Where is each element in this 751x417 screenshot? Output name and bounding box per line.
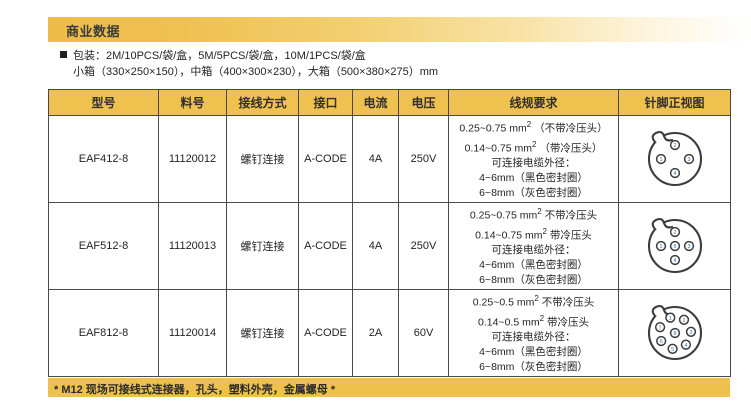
- svg-text:5: 5: [673, 244, 676, 250]
- table-row: EAF512-8 11120013 螺钉连接 A-CODE 4A 250V 0.25~0.7…: [48, 202, 731, 290]
- svg-text:3: 3: [687, 244, 690, 250]
- footer-note-bar: * M12 现场可接线式连接器，孔头，塑料外壳，金属螺母 *: [48, 378, 730, 397]
- wire-spec-line: 0.25~0.75 mm2 （不带冷压头）: [459, 120, 608, 135]
- footer-note-text: * M12 现场可接线式连接器，孔头，塑料外壳，金属螺母 *: [54, 384, 336, 396]
- wire-spec-line: 4~6mm（黑色密封圈）: [479, 172, 588, 184]
- pin-layout-4-icon: 1 2 3 4: [620, 127, 729, 191]
- svg-text:1: 1: [659, 244, 662, 250]
- column-header-part: 料号: [158, 89, 227, 116]
- wire-spec-line: 6~8mm（灰色密封圈）: [479, 361, 588, 373]
- cell-pin-view: 1 2 3 4 5: [618, 202, 731, 290]
- cell-voltage: 60V: [398, 289, 449, 377]
- wire-spec-line: 6~8mm（灰色密封圈）: [479, 187, 588, 199]
- column-header-interface: 接口: [298, 89, 353, 116]
- column-header-wire-spec: 线规要求: [448, 89, 619, 116]
- svg-text:5: 5: [671, 347, 674, 353]
- cell-current: 2A: [352, 289, 399, 377]
- cell-part: 11120014: [158, 289, 227, 377]
- cell-current: 4A: [352, 115, 399, 203]
- table-body: EAF412-8 11120012 螺钉连接 A-CODE 4A 250V 0.25~0.7…: [48, 115, 731, 377]
- table-row: EAF412-8 11120012 螺钉连接 A-CODE 4A 250V 0.25~0.7…: [48, 115, 731, 203]
- svg-text:4: 4: [684, 343, 687, 349]
- table-row: EAF812-8 11120014 螺钉连接 A-CODE 2A 60V 0.25~0.5 …: [48, 289, 731, 377]
- cell-interface: A-CODE: [298, 115, 353, 203]
- wire-spec-line: 4~6mm（黑色密封圈）: [479, 259, 588, 271]
- packaging-line-1-text: 包装：2M/10PCS/袋/盒，5M/5PCS/袋/盒，10M/1PCS/袋/盒: [73, 50, 366, 62]
- packaging-notes: 包装：2M/10PCS/袋/盒，5M/5PCS/袋/盒，10M/1PCS/袋/盒…: [60, 48, 438, 80]
- svg-text:2: 2: [682, 318, 685, 324]
- svg-text:1: 1: [659, 157, 662, 163]
- cell-wire-spec: 0.25~0.75 mm2 （不带冷压头） 0.14~0.75 mm2 （带冷压头…: [448, 115, 619, 203]
- column-header-current: 电流: [352, 89, 399, 116]
- column-header-pin-view: 针脚正视图: [618, 89, 731, 116]
- cell-pin-view: 1 2 3 4: [618, 115, 731, 203]
- svg-text:3: 3: [687, 157, 690, 163]
- cell-voltage: 250V: [398, 202, 449, 290]
- wire-spec-line: 6~8mm（灰色密封圈）: [479, 274, 588, 286]
- svg-text:4: 4: [673, 171, 676, 177]
- cell-wiring: 螺钉连接: [226, 115, 299, 203]
- packaging-line-1: 包装：2M/10PCS/袋/盒，5M/5PCS/袋/盒，10M/1PCS/袋/盒: [60, 48, 438, 64]
- wire-spec-line: 可连接电缆外径：: [491, 244, 576, 256]
- page-title: 商业数据: [66, 24, 121, 39]
- column-header-wiring: 接线方式: [226, 89, 299, 116]
- cell-current: 4A: [352, 202, 399, 290]
- pin-layout-5-icon: 1 2 3 4 5: [620, 214, 729, 278]
- cell-wiring: 螺钉连接: [226, 289, 299, 377]
- cell-model: EAF812-8: [48, 289, 159, 377]
- table-header-row: 型号 料号 接线方式 接口 电流 电压 线规要求 针脚正视图: [48, 89, 731, 116]
- section-header: 商业数据: [48, 17, 751, 42]
- svg-text:2: 2: [673, 143, 676, 149]
- cell-wire-spec: 0.25~0.5 mm2 不带冷压头 0.14~0.5 mm2 带冷压头可连接电缆…: [448, 289, 619, 377]
- svg-text:7: 7: [658, 325, 661, 331]
- svg-text:3: 3: [689, 330, 692, 336]
- svg-text:1: 1: [668, 316, 671, 322]
- cell-wiring: 螺钉连接: [226, 202, 299, 290]
- svg-text:4: 4: [673, 258, 676, 264]
- cell-wire-spec: 0.25~0.75 mm2 不带冷压头 0.14~0.75 mm2 带冷压头可连接…: [448, 202, 619, 290]
- wire-spec-line: 0.25~0.75 mm2 不带冷压头: [469, 207, 598, 222]
- svg-text:8: 8: [673, 331, 676, 337]
- cell-model: EAF412-8: [48, 115, 159, 203]
- wire-spec-line: 0.14~0.75 mm2 带冷压头: [475, 226, 592, 242]
- wire-spec-line: 0.25~0.5 mm2 不带冷压头: [472, 294, 595, 309]
- svg-text:2: 2: [673, 230, 676, 236]
- wire-spec-line: 可连接电缆外径：: [491, 331, 576, 343]
- svg-text:6: 6: [659, 339, 662, 345]
- packaging-line-2: 小箱（330×250×150），中箱（400×300×230），大箱（500×3…: [73, 66, 439, 78]
- wire-spec-line: 0.14~0.75 mm2 （带冷压头）: [464, 139, 603, 155]
- cell-part: 11120013: [158, 202, 227, 290]
- square-bullet-icon: [60, 51, 67, 58]
- cell-part: 11120012: [158, 115, 227, 203]
- wire-spec-line: 0.14~0.5 mm2 带冷压头: [478, 313, 589, 329]
- cell-interface: A-CODE: [298, 289, 353, 377]
- cell-interface: A-CODE: [298, 202, 353, 290]
- specification-table: 型号 料号 接线方式 接口 电流 电压 线规要求 针脚正视图 EAF412-8 1…: [48, 89, 731, 377]
- column-header-model: 型号: [48, 89, 159, 116]
- column-header-voltage: 电压: [398, 89, 449, 116]
- cell-model: EAF512-8: [48, 202, 159, 290]
- wire-spec-line: 4~6mm（黑色密封圈）: [479, 346, 588, 358]
- cell-voltage: 250V: [398, 115, 449, 203]
- wire-spec-line: 可连接电缆外径：: [491, 157, 576, 169]
